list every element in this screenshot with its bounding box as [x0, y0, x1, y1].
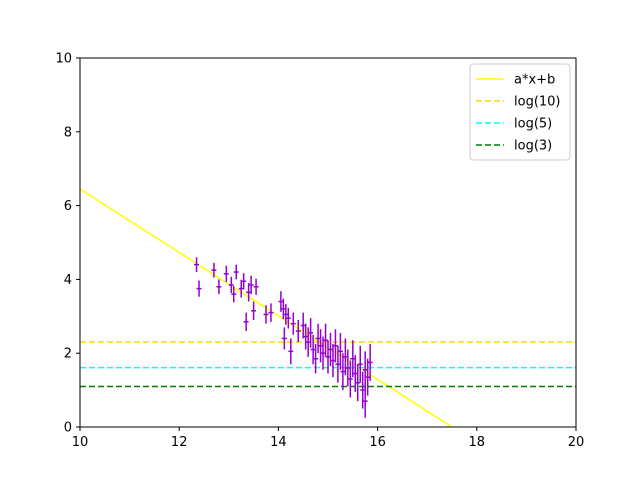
data-point	[320, 336, 326, 370]
data-point	[228, 276, 234, 294]
x-tick-label: 10	[72, 435, 89, 450]
legend-label: log(3)	[514, 139, 552, 154]
points-layer	[194, 257, 373, 418]
legend: a*x+b log(10) log(5) log(3)	[469, 63, 571, 161]
plot-frame	[79, 57, 577, 428]
data-point	[300, 312, 306, 339]
data-point	[194, 257, 200, 273]
data-point	[216, 279, 222, 295]
legend-label: a*x+b	[514, 73, 555, 88]
data-point	[233, 264, 239, 280]
data-point	[357, 345, 363, 383]
legend-box	[469, 63, 571, 161]
data-point	[332, 329, 338, 363]
data-point	[285, 307, 291, 329]
data-point	[315, 323, 321, 354]
y-tick-label: 2	[64, 347, 72, 362]
data-point	[238, 279, 244, 298]
data-point	[290, 312, 296, 335]
data-point	[362, 351, 368, 389]
data-point	[345, 349, 351, 387]
data-point	[253, 278, 259, 295]
x-tick-label: 16	[369, 435, 386, 450]
data-point	[337, 332, 343, 370]
data-point	[241, 273, 247, 290]
data-point	[313, 343, 319, 374]
data-point	[365, 358, 371, 396]
data-point	[251, 301, 257, 320]
data-point	[263, 305, 269, 324]
legend-label: log(5)	[514, 117, 552, 132]
data-point	[342, 338, 348, 376]
x-tick-label: 18	[469, 435, 486, 450]
data-point	[288, 338, 294, 365]
data-point	[350, 340, 356, 378]
data-point	[295, 319, 301, 343]
x-tick-label: 14	[270, 435, 287, 450]
data-point	[330, 343, 336, 378]
data-point	[231, 286, 237, 303]
x-tick-label: 20	[568, 435, 585, 450]
data-point	[243, 312, 249, 332]
data-point	[303, 323, 309, 350]
y-tick-label: 6	[64, 199, 72, 214]
x-tick-label: 12	[171, 435, 188, 450]
data-point	[211, 262, 217, 278]
legend-label: log(10)	[514, 95, 561, 110]
data-point	[246, 283, 252, 302]
data-point	[283, 304, 289, 325]
data-point	[352, 355, 358, 392]
data-point	[360, 371, 366, 409]
data-point	[318, 329, 324, 363]
data-point	[248, 275, 254, 295]
data-point	[325, 340, 331, 374]
data-point	[268, 303, 274, 322]
data-point	[323, 323, 328, 357]
data-point	[196, 280, 202, 297]
data-point	[281, 327, 287, 350]
data-point	[340, 353, 346, 391]
data-point	[367, 343, 373, 381]
data-point	[223, 265, 229, 282]
x-axis: 10 12 14 16 18 20	[72, 427, 585, 450]
data-point	[347, 360, 353, 398]
y-tick-label: 8	[64, 125, 72, 140]
y-tick-label: 4	[64, 273, 72, 288]
data-point	[362, 384, 368, 418]
y-tick-label: 0	[64, 421, 72, 436]
data-point	[355, 364, 361, 402]
y-axis: 0 2 4 6 8 10	[55, 52, 80, 436]
data-point	[308, 318, 314, 348]
y-tick-label: 10	[55, 52, 72, 67]
data-point	[280, 298, 286, 320]
